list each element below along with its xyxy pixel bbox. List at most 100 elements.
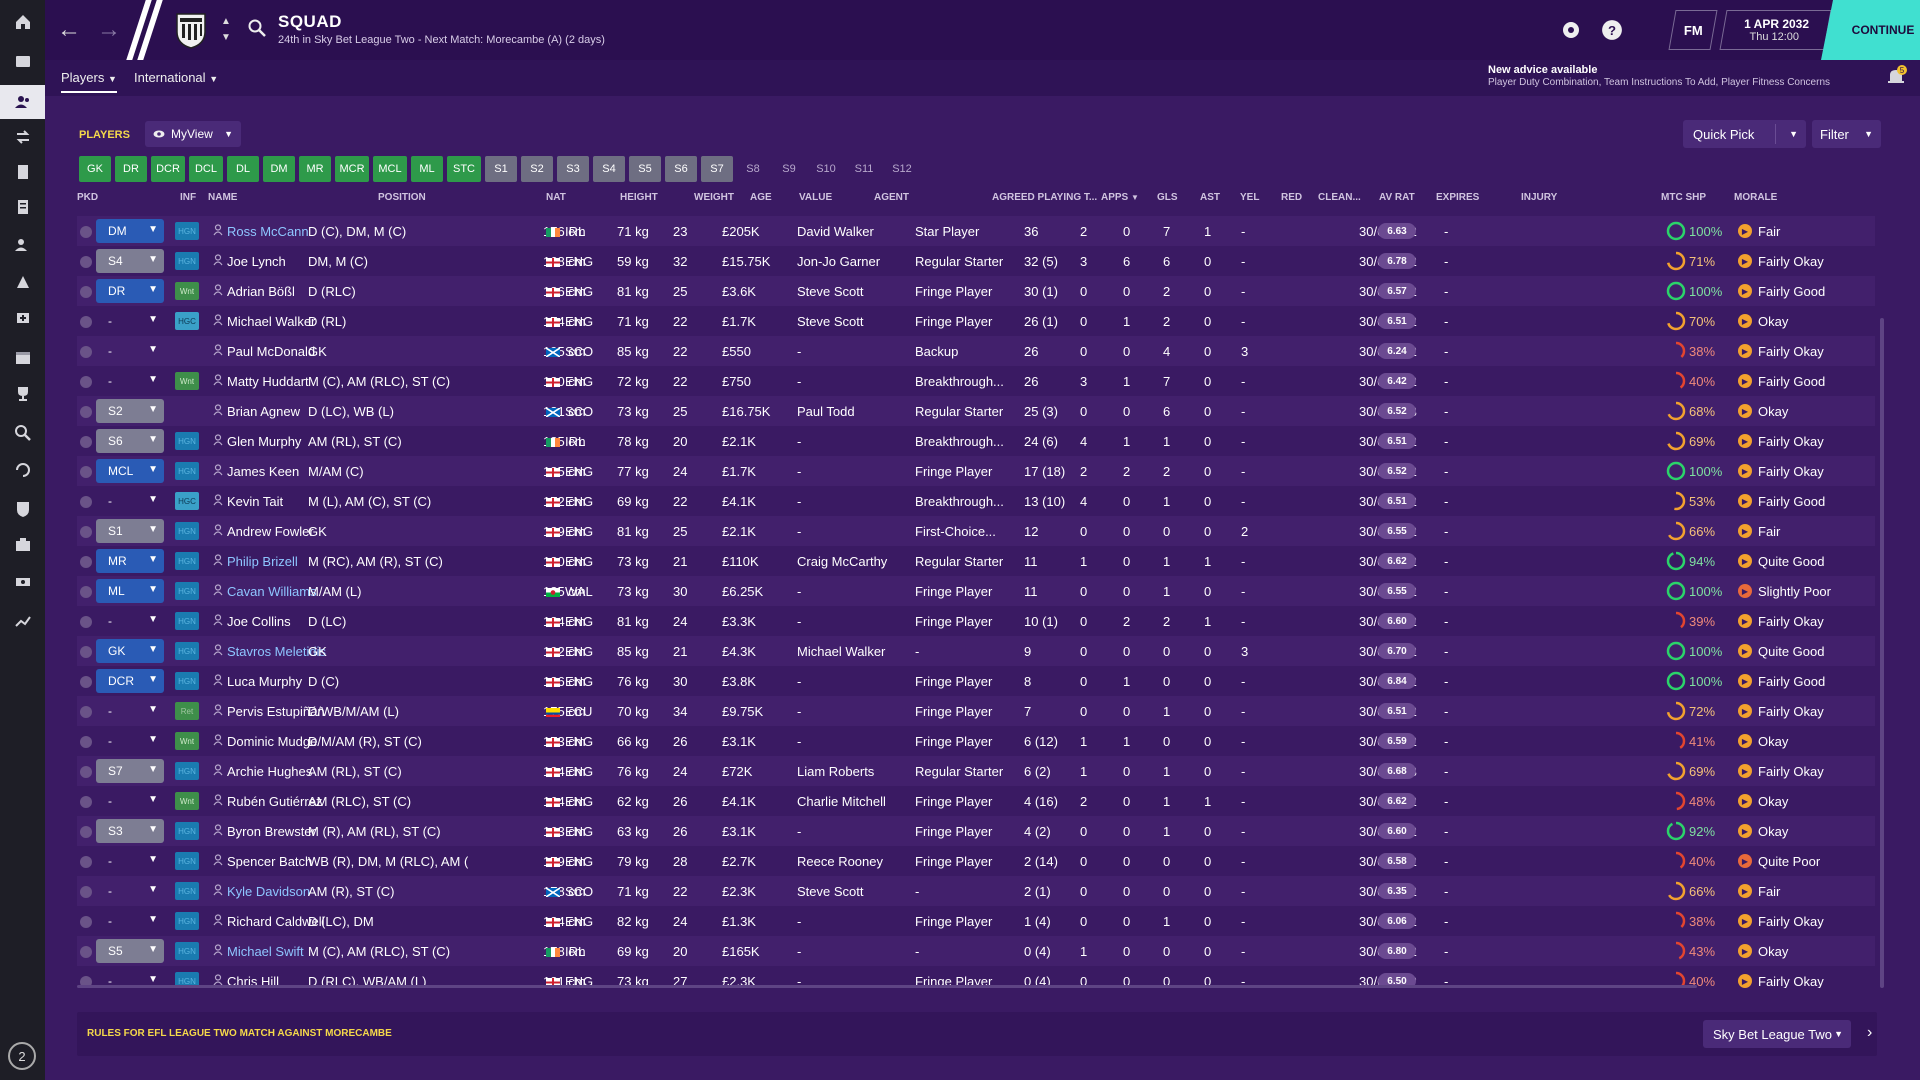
nationality-cell[interactable]: ENG bbox=[546, 254, 616, 269]
table-row[interactable]: DR ▼ Wnt Adrian Bößl D (RLC) 186 cm 81 kg 25 £3.… bbox=[77, 276, 1875, 306]
row-select-checkbox[interactable] bbox=[80, 316, 92, 328]
schedule-icon[interactable] bbox=[0, 340, 45, 374]
row-select-checkbox[interactable] bbox=[80, 886, 92, 898]
nationality-cell[interactable]: ENG bbox=[546, 854, 616, 869]
position-chip-s9[interactable]: S9 bbox=[782, 163, 796, 175]
info-badge[interactable]: HGN bbox=[175, 642, 199, 660]
position-chip-s3[interactable]: S3 bbox=[557, 156, 589, 182]
info-badge[interactable]: HGN bbox=[175, 522, 199, 540]
position-chip-s6[interactable]: S6 bbox=[665, 156, 697, 182]
club-vision-icon[interactable] bbox=[0, 528, 45, 562]
finances-icon[interactable] bbox=[0, 565, 45, 599]
pkd-selector[interactable]: S5 ▼ bbox=[96, 939, 164, 963]
pkd-selector[interactable]: S6 ▼ bbox=[96, 429, 164, 453]
nationality-cell[interactable]: SCO bbox=[546, 344, 616, 359]
nationality-cell[interactable]: IRL bbox=[546, 434, 616, 449]
nationality-cell[interactable]: ENG bbox=[546, 734, 616, 749]
col-header-weight[interactable]: WEIGHT bbox=[694, 192, 734, 203]
info-badge[interactable]: HGN bbox=[175, 222, 199, 240]
training-icon[interactable] bbox=[0, 265, 45, 299]
row-select-checkbox[interactable] bbox=[80, 286, 92, 298]
col-header-height[interactable]: HEIGHT bbox=[620, 192, 658, 203]
table-row[interactable]: - ▼ HGC Kevin Tait M (L), AM (C), ST (C) 172 … bbox=[77, 486, 1875, 516]
row-select-checkbox[interactable] bbox=[80, 496, 92, 508]
football-icon[interactable] bbox=[1557, 16, 1585, 44]
pkd-selector[interactable]: - ▼ bbox=[96, 729, 164, 753]
player-name[interactable]: Stavros Meletidis bbox=[227, 644, 326, 659]
player-name[interactable]: Andrew Fowler bbox=[227, 524, 314, 539]
row-select-checkbox[interactable] bbox=[80, 466, 92, 478]
pkd-selector[interactable]: S3 ▼ bbox=[96, 819, 164, 843]
player-name[interactable]: Cavan Williams bbox=[227, 584, 317, 599]
position-chip-s10[interactable]: S10 bbox=[816, 163, 836, 175]
row-select-checkbox[interactable] bbox=[80, 226, 92, 238]
player-name[interactable]: Luca Murphy bbox=[227, 674, 303, 689]
pkd-selector[interactable]: DM ▼ bbox=[96, 219, 164, 243]
table-row[interactable]: - ▼ Wnt Rubén Gutiérrez AM (RLC), ST (C) 164 … bbox=[77, 786, 1875, 816]
nationality-cell[interactable]: ENG bbox=[546, 764, 616, 779]
row-select-checkbox[interactable] bbox=[80, 376, 92, 388]
nationality-cell[interactable]: SCO bbox=[546, 884, 616, 899]
row-select-checkbox[interactable] bbox=[80, 826, 92, 838]
player-name[interactable]: Adrian Bößl bbox=[227, 284, 295, 299]
nationality-cell[interactable]: ENG bbox=[546, 614, 616, 629]
position-chip-mr[interactable]: MR bbox=[299, 156, 331, 182]
table-row[interactable]: S7 ▼ HGN Archie Hughes AM (RL), ST (C) 184 cm… bbox=[77, 756, 1875, 786]
table-row[interactable]: S1 ▼ HGN Andrew Fowler GK 189 cm 81 kg 25 £2.1K -… bbox=[77, 516, 1875, 546]
table-row[interactable]: - ▼ HGN Joe Collins D (LC) 184 cm 81 kg 24 £3.3K… bbox=[77, 606, 1875, 636]
nationality-cell[interactable]: ENG bbox=[546, 374, 616, 389]
player-name[interactable]: Kyle Davidson bbox=[227, 884, 311, 899]
pkd-selector[interactable]: - ▼ bbox=[96, 879, 164, 903]
pkd-selector[interactable]: - ▼ bbox=[96, 309, 164, 333]
row-select-checkbox[interactable] bbox=[80, 676, 92, 688]
club-switcher-icon[interactable]: ▲ ▼ bbox=[221, 16, 231, 43]
col-header-name[interactable]: NAME bbox=[208, 192, 238, 203]
row-select-checkbox[interactable] bbox=[80, 406, 92, 418]
col-header-position[interactable]: POSITION bbox=[378, 192, 426, 203]
position-chip-s2[interactable]: S2 bbox=[521, 156, 553, 182]
info-badge[interactable]: HGN bbox=[175, 822, 199, 840]
info-badge[interactable]: HGC bbox=[175, 492, 199, 510]
info-badge[interactable]: HGN bbox=[175, 252, 199, 270]
nationality-cell[interactable]: ENG bbox=[546, 554, 616, 569]
nationality-cell[interactable]: SCO bbox=[546, 404, 616, 419]
table-row[interactable]: DM ▼ HGN Ross McCann D (C), DM, M (C) 176 cm 7… bbox=[77, 216, 1875, 246]
position-chip-ml[interactable]: ML bbox=[411, 156, 443, 182]
position-chip-mcl[interactable]: MCL bbox=[373, 156, 407, 182]
row-select-checkbox[interactable] bbox=[80, 646, 92, 658]
table-row[interactable]: DCR ▼ HGN Luca Murphy D (C) 186 cm 76 kg 30 £3.8… bbox=[77, 666, 1875, 696]
filter-button[interactable]: Filter ▼ bbox=[1812, 120, 1881, 148]
info-badge[interactable]: HGN bbox=[175, 432, 199, 450]
info-badge[interactable]: HGN bbox=[175, 612, 199, 630]
help-icon[interactable]: ? bbox=[1598, 16, 1626, 44]
row-select-checkbox[interactable] bbox=[80, 916, 92, 928]
scouting-icon[interactable] bbox=[0, 416, 45, 450]
vertical-scrollbar[interactable] bbox=[1880, 318, 1884, 988]
position-chip-s12[interactable]: S12 bbox=[892, 163, 912, 175]
pkd-selector[interactable]: DCR ▼ bbox=[96, 669, 164, 693]
table-row[interactable]: S3 ▼ HGN Byron Brewster M (R), AM (RL), ST (… bbox=[77, 816, 1875, 846]
position-chip-dl[interactable]: DL bbox=[227, 156, 259, 182]
player-name[interactable]: Paul McDonald bbox=[227, 344, 316, 359]
position-chip-s4[interactable]: S4 bbox=[593, 156, 625, 182]
transfers-icon[interactable] bbox=[0, 120, 45, 154]
trophy-icon[interactable] bbox=[0, 377, 45, 411]
row-select-checkbox[interactable] bbox=[80, 556, 92, 568]
position-chip-dcr[interactable]: DCR bbox=[151, 156, 185, 182]
row-select-checkbox[interactable] bbox=[80, 796, 92, 808]
tab-players[interactable]: Players ▼ bbox=[61, 70, 117, 93]
nationality-cell[interactable]: ENG bbox=[546, 524, 616, 539]
info-badge[interactable]: Wnt bbox=[175, 372, 199, 390]
player-name[interactable]: Michael Swift bbox=[227, 944, 304, 959]
pkd-selector[interactable]: - ▼ bbox=[96, 699, 164, 723]
pkd-selector[interactable]: S7 ▼ bbox=[96, 759, 164, 783]
info-badge[interactable]: Ret bbox=[175, 702, 199, 720]
info-badge[interactable]: HGN bbox=[175, 972, 199, 988]
pkd-selector[interactable]: - ▼ bbox=[96, 909, 164, 933]
notes-icon[interactable] bbox=[0, 190, 45, 224]
col-header-ast[interactable]: AST bbox=[1200, 192, 1220, 203]
col-header-agent[interactable]: AGENT bbox=[874, 192, 909, 203]
col-header-avrat[interactable]: AV RAT bbox=[1379, 192, 1415, 203]
table-row[interactable]: - ▼ HGC Michael Walker D (RL) 174 cm 71 kg 22 £1… bbox=[77, 306, 1875, 336]
col-header-pkd[interactable]: PKD bbox=[77, 192, 99, 203]
